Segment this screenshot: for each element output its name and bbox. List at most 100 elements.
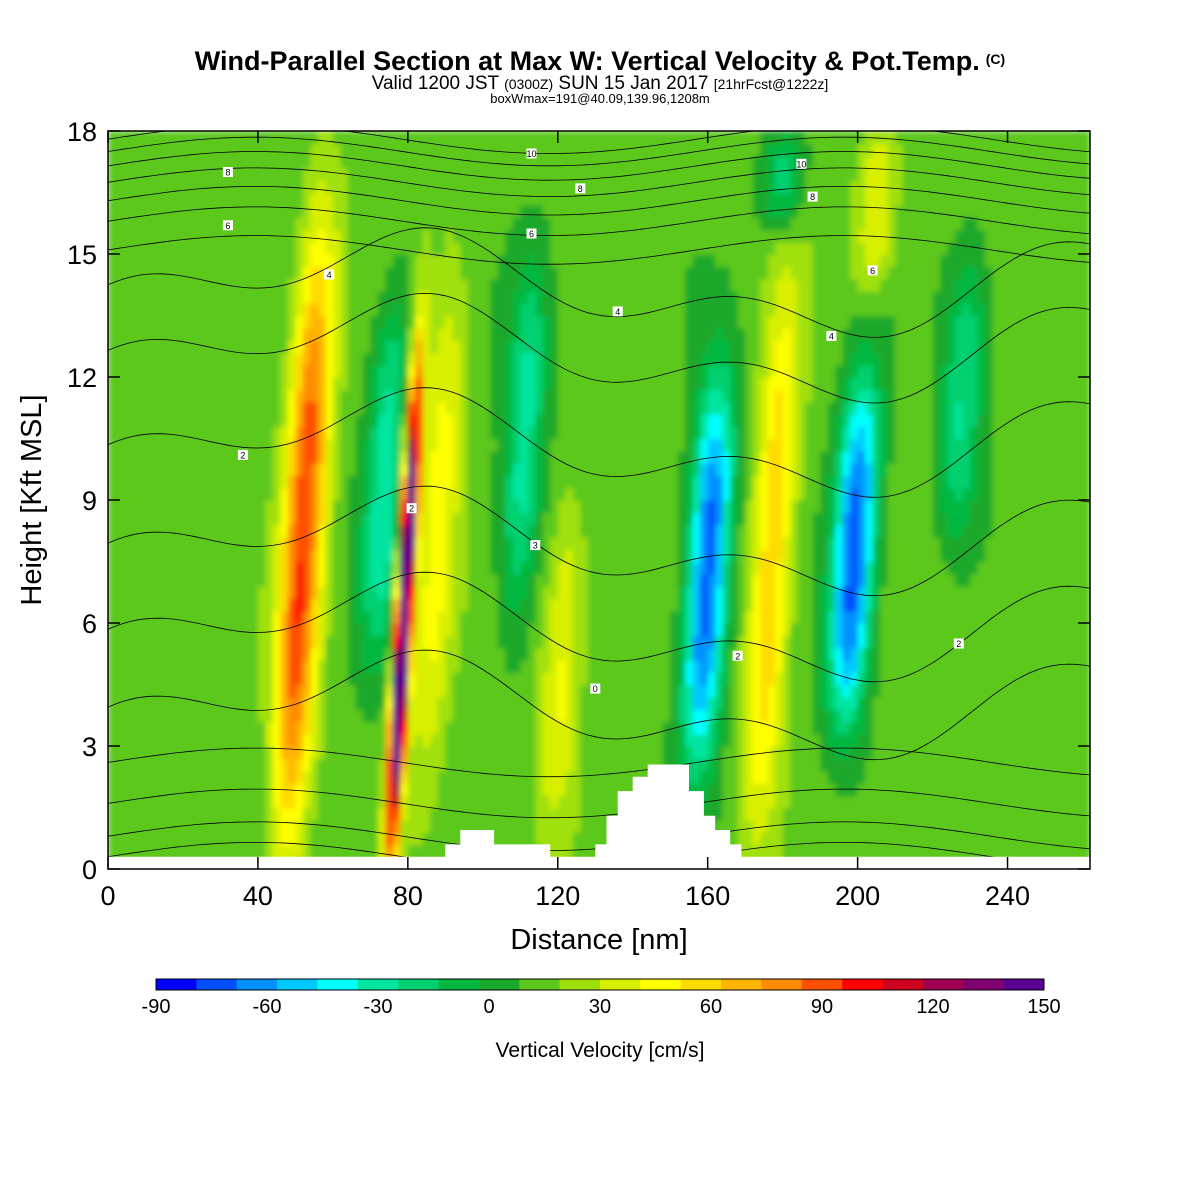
velocity-cell (587, 290, 597, 304)
velocity-cell (250, 241, 259, 255)
velocity-cell (475, 782, 484, 796)
velocity-cell (415, 180, 424, 194)
velocity-cell (168, 241, 177, 255)
velocity-cell (160, 758, 169, 772)
velocity-cell (520, 229, 529, 243)
velocity-cell (542, 315, 552, 329)
velocity-cell (377, 266, 387, 280)
velocity-cell (370, 352, 379, 366)
velocity-cell (302, 155, 312, 169)
velocity-cell (715, 721, 724, 735)
velocity-cell (317, 217, 327, 231)
velocity-cell (460, 364, 469, 378)
velocity-cell (490, 721, 499, 735)
velocity-cell (482, 192, 492, 206)
velocity-cell (490, 389, 499, 403)
velocity-cell (655, 290, 664, 304)
velocity-cell (715, 241, 724, 255)
velocity-cell (153, 364, 162, 378)
velocity-cell (505, 524, 514, 538)
velocity-cell (220, 832, 229, 846)
velocity-cell (302, 278, 312, 292)
velocity-cell (632, 413, 641, 427)
velocity-cell (168, 290, 177, 304)
velocity-cell (580, 635, 589, 649)
velocity-cell (160, 672, 169, 686)
velocity-cell (437, 573, 447, 587)
velocity-cell (340, 377, 349, 391)
velocity-cell (700, 721, 709, 735)
velocity-cell (153, 672, 162, 686)
velocity-cell (715, 758, 724, 772)
velocity-cell (557, 327, 567, 341)
velocity-cell (347, 131, 357, 145)
velocity-cell (655, 192, 664, 206)
velocity-cell (138, 709, 147, 723)
velocity-cell (700, 647, 709, 661)
velocity-cell (257, 524, 267, 538)
velocity-cell (452, 340, 462, 354)
velocity-cell (280, 204, 289, 218)
velocity-cell (602, 463, 611, 477)
velocity-cell (475, 586, 484, 600)
velocity-cell (430, 131, 439, 145)
velocity-cell (722, 819, 731, 833)
velocity-cell (617, 241, 626, 255)
velocity-cell (220, 573, 229, 587)
velocity-cell (512, 549, 522, 563)
velocity-cell (595, 782, 604, 796)
velocity-cell (325, 684, 334, 698)
velocity-cell (542, 733, 552, 747)
velocity-cell (250, 204, 259, 218)
velocity-cell (662, 340, 671, 354)
velocity-cell (287, 598, 297, 612)
velocity-cell (115, 819, 124, 833)
velocity-cell (437, 598, 447, 612)
velocity-cell (115, 167, 124, 181)
velocity-cell (272, 389, 282, 403)
velocity-cell (123, 143, 132, 157)
velocity-cell (272, 377, 282, 391)
velocity-cell (445, 758, 454, 772)
velocity-cell (257, 586, 267, 600)
velocity-cell (153, 844, 162, 858)
velocity-cell (227, 377, 237, 391)
velocity-cell (205, 709, 214, 723)
velocity-cell (497, 635, 507, 649)
velocity-cell (130, 598, 139, 612)
velocity-cell (625, 278, 634, 292)
velocity-cell (595, 241, 604, 255)
velocity-cell (145, 487, 154, 501)
velocity-cell (587, 229, 597, 243)
velocity-cell (205, 241, 214, 255)
velocity-cell (370, 450, 379, 464)
velocity-cell (355, 807, 364, 821)
velocity-cell (422, 586, 432, 600)
velocity-cell (198, 352, 207, 366)
velocity-cell (183, 327, 192, 341)
velocity-cell (355, 303, 364, 317)
velocity-cell (130, 733, 139, 747)
velocity-cell (168, 635, 177, 649)
velocity-cell (707, 377, 716, 391)
velocity-cell (362, 463, 372, 477)
velocity-cell (602, 647, 611, 661)
velocity-cell (632, 450, 641, 464)
velocity-cell (407, 733, 417, 747)
velocity-cell (257, 758, 267, 772)
velocity-cell (617, 475, 626, 489)
velocity-cell (602, 278, 611, 292)
velocity-cell (557, 340, 567, 354)
velocity-cell (662, 475, 671, 489)
velocity-cell (632, 746, 641, 760)
velocity-cell (632, 561, 641, 575)
velocity-cell (662, 733, 671, 747)
velocity-cell (490, 278, 499, 292)
velocity-cell (602, 389, 611, 403)
velocity-cell (145, 709, 154, 723)
velocity-cell (482, 315, 492, 329)
velocity-cell (610, 524, 619, 538)
velocity-cell (168, 413, 177, 427)
velocity-cell (362, 844, 372, 858)
velocity-cell (437, 131, 447, 145)
